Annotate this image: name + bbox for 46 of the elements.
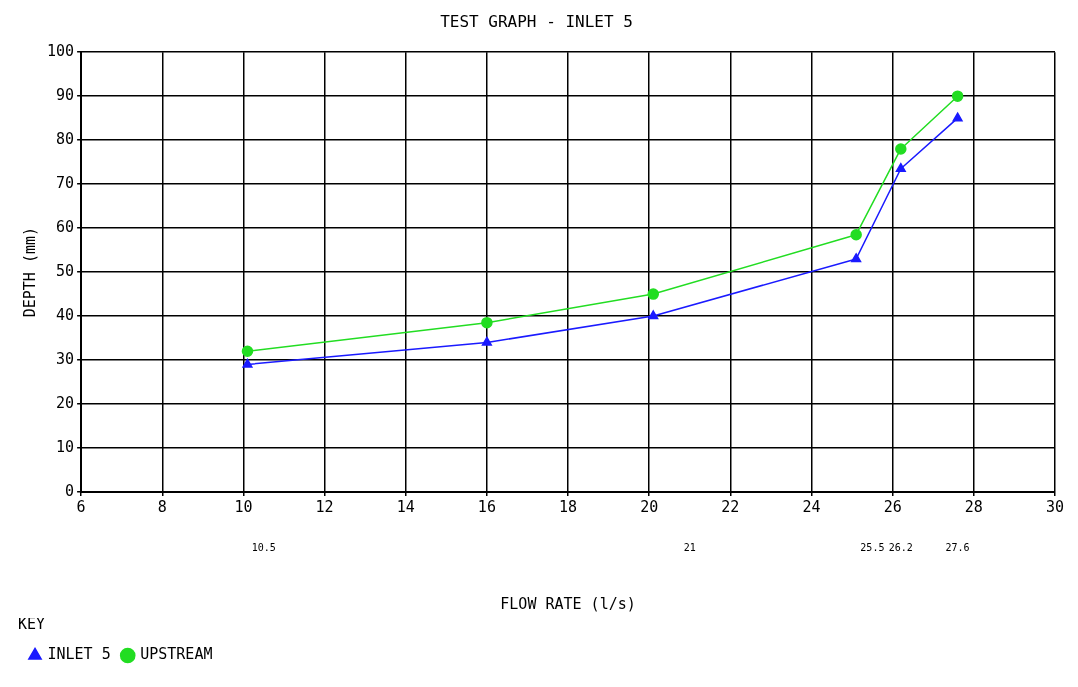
x-tick-label: 8	[157, 497, 167, 516]
y-tick-label: 30	[56, 349, 75, 368]
x-tick-label: 14	[396, 497, 415, 516]
point	[895, 143, 907, 155]
y-axis-title: DEPTH (mm)	[20, 226, 39, 318]
point	[850, 228, 862, 241]
x2-tick-label: 26.2	[888, 541, 913, 553]
x-tick-label: 24	[802, 497, 821, 516]
y-tick-label: 40	[56, 305, 75, 324]
point	[951, 90, 964, 102]
y-tick-label: 100	[47, 42, 75, 61]
point	[647, 288, 660, 300]
x-tick-label: 12	[315, 497, 334, 516]
x-tick-label: 6	[76, 497, 86, 516]
x-tick-label: 22	[721, 497, 740, 516]
x-tick-label: 16	[477, 497, 496, 516]
y-tick-label: 90	[56, 86, 75, 105]
x-axis-title: FLOW RATE (l/s)	[500, 594, 636, 613]
y-tick-label: 0	[65, 481, 75, 500]
x-tick-label: 30	[1045, 497, 1065, 516]
y-tick-label: 80	[56, 130, 75, 149]
y-tick-label: 60	[56, 218, 75, 237]
x2-tick-label: 10.5	[251, 541, 276, 553]
x2-tick-label: 27.6	[945, 541, 970, 553]
y-tick-label: 20	[56, 393, 75, 412]
legend-label: UPSTREAM	[140, 645, 213, 664]
point	[648, 310, 659, 320]
point	[481, 336, 492, 346]
y-tick-label: 50	[56, 261, 75, 280]
chart-title: TEST GRAPH - INLET 5	[440, 11, 633, 31]
x-tick-label: 18	[559, 497, 578, 516]
point	[851, 253, 862, 263]
x-tick-label: 10	[234, 497, 253, 516]
point	[895, 163, 906, 172]
point	[952, 112, 963, 122]
point	[242, 358, 253, 368]
x-tick-label: 20	[640, 497, 659, 516]
x2-tick-label: 25.5	[860, 541, 885, 553]
x-tick-label: 28	[964, 497, 983, 516]
x2-tick-label: 21	[683, 541, 696, 553]
legend-label: INLET 5	[47, 645, 111, 664]
x-tick-label: 26	[883, 497, 902, 516]
y-tick-label: 10	[56, 437, 75, 456]
point	[481, 316, 493, 329]
point	[241, 345, 254, 358]
y-tick-label: 70	[56, 174, 75, 193]
